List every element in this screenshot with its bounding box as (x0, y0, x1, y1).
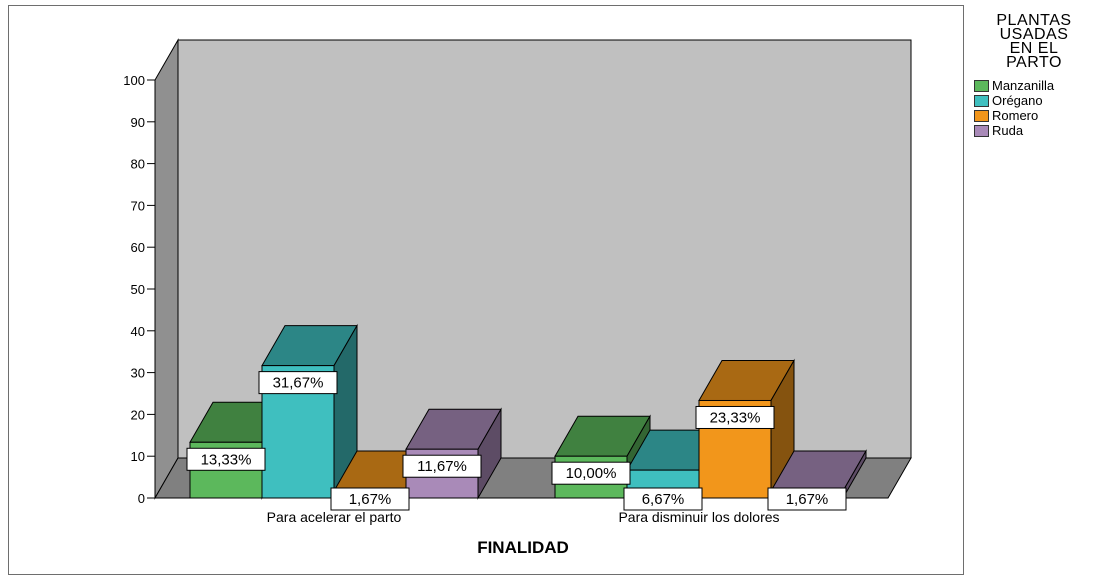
data-label-text: 1,67% (786, 491, 829, 508)
data-label-box (258, 371, 338, 395)
data-label-box (767, 487, 847, 511)
data-label: 1,67% (330, 487, 410, 511)
data-label-box (551, 461, 631, 485)
legend-swatch (974, 94, 989, 107)
legend-title-line: EN EL (1009, 40, 1059, 57)
y-tick-label: 10 (131, 449, 145, 464)
legend-label: Orégano (992, 93, 1043, 108)
data-label-box (623, 487, 703, 511)
data-label: 1,67% (767, 487, 847, 511)
y-tick-label: 0 (138, 491, 145, 506)
data-label-box (402, 454, 482, 478)
data-label-text: 23,33% (710, 409, 761, 426)
data-label-text: 31,67% (273, 375, 324, 392)
chart-frame (8, 5, 964, 575)
x-axis: Para acelerar el parto Para disminuir los… (267, 509, 780, 525)
data-label-text: 11,67% (417, 458, 467, 475)
legend-swatch (974, 124, 989, 137)
data-label-text: 10,00% (566, 465, 617, 482)
legend-item: Orégano (974, 93, 1105, 108)
legend-swatch (974, 79, 989, 92)
legend-title: PLANTAS USADAS EN EL PARTO (970, 12, 1098, 71)
legend-title-line: USADAS (999, 26, 1069, 43)
legend-items: Manzanilla Orégano Romero Ruda (974, 78, 1105, 138)
data-label-box (186, 447, 266, 471)
y-tick-label: 60 (131, 240, 145, 255)
data-label: 10,00% (551, 461, 631, 485)
legend-title-line: PARTO (1006, 54, 1062, 71)
side-wall (154, 38, 179, 500)
legend-item: Ruda (974, 123, 1105, 138)
legend: PLANTAS USADAS EN EL PARTO Manzanilla Oré… (970, 12, 1105, 138)
bar (261, 323, 358, 500)
y-tick-label: 100 (123, 73, 145, 88)
y-tick-label: 30 (131, 366, 145, 381)
y-tick-label: 20 (131, 407, 145, 422)
data-label-box (330, 487, 410, 511)
legend-swatch (974, 109, 989, 122)
legend-item: Manzanilla (974, 78, 1105, 93)
y-tick-label: 40 (131, 324, 145, 339)
legend-item: Romero (974, 108, 1105, 123)
data-label: 11,67% (402, 454, 482, 478)
data-labels: 13,33% 10,00% 31,67% 6,67% 1,67% 23,33% 11,67%… (186, 371, 847, 511)
data-label-text: 1,67% (349, 491, 392, 508)
y-tick-label: 50 (131, 282, 145, 297)
y-tick-label: 90 (131, 115, 145, 130)
legend-title-line: PLANTAS (996, 12, 1072, 29)
y-tick-label: 70 (131, 198, 145, 213)
y-tick-label: 80 (131, 157, 145, 172)
data-label: 13,33% (186, 447, 266, 471)
data-label-box (695, 405, 775, 429)
x-tick-label: Para acelerar el parto (267, 509, 402, 525)
legend-label: Romero (992, 108, 1039, 123)
x-tick-label: Para disminuir los dolores (618, 509, 779, 525)
data-label: 6,67% (623, 487, 703, 511)
legend-label: Ruda (992, 123, 1024, 138)
data-label: 23,33% (695, 405, 775, 429)
y-axis: 0 10 20 30 40 50 60 70 80 90 100 (123, 73, 155, 506)
data-label-text: 13,33% (201, 451, 252, 468)
legend-label: Manzanilla (992, 78, 1055, 93)
x-axis-title: FINALIDAD (477, 538, 569, 557)
data-label: 31,67% (258, 371, 338, 395)
data-label-text: 6,67% (642, 491, 685, 508)
